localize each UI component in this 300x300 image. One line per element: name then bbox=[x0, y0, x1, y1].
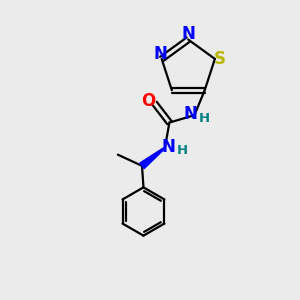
Polygon shape bbox=[140, 147, 165, 169]
Text: H: H bbox=[199, 112, 210, 125]
Text: N: N bbox=[181, 25, 195, 43]
Text: N: N bbox=[153, 45, 167, 63]
Text: H: H bbox=[176, 144, 188, 157]
Text: S: S bbox=[214, 50, 226, 68]
Text: N: N bbox=[162, 138, 176, 156]
Text: O: O bbox=[141, 92, 155, 110]
Text: N: N bbox=[184, 105, 198, 123]
